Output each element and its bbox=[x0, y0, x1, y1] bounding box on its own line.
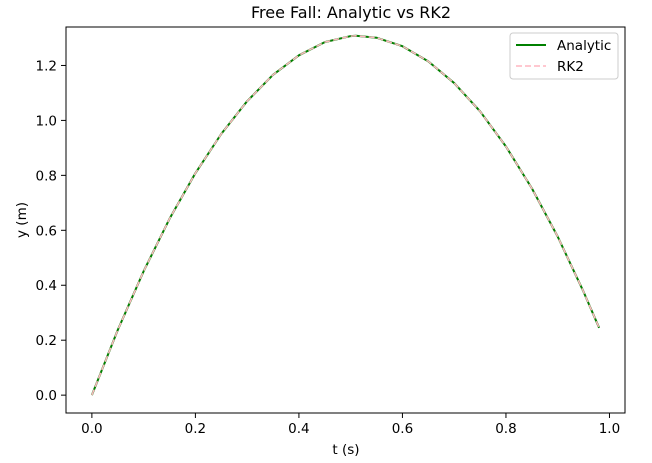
y-tick-label: 0.0 bbox=[36, 388, 57, 404]
axis-ticks: 0.0 0.2 0.4 0.6 0.8 1.0 0.0 0.2 0.4 0.6 0.8 1.0 1.2 bbox=[36, 58, 621, 437]
chart-title: Free Fall: Analytic vs RK2 bbox=[251, 3, 451, 22]
x-tick-label: 0.6 bbox=[392, 421, 413, 437]
y-tick-label: 1.2 bbox=[36, 58, 57, 74]
legend-label-rk2: RK2 bbox=[557, 59, 584, 75]
x-tick-label: 0.4 bbox=[288, 421, 309, 437]
y-tick-label: 0.8 bbox=[36, 168, 57, 184]
series-line-rk2 bbox=[91, 35, 600, 396]
legend: Analytic RK2 bbox=[509, 32, 619, 80]
x-tick-label: 0.2 bbox=[185, 421, 206, 437]
y-tick-label: 0.6 bbox=[36, 223, 57, 239]
plot-area bbox=[90, 34, 601, 396]
y-tick-label: 0.2 bbox=[36, 333, 57, 349]
x-tick-label: 1.0 bbox=[599, 421, 620, 437]
x-tick-label: 0.8 bbox=[495, 421, 516, 437]
y-tick-label: 1.0 bbox=[36, 113, 57, 129]
legend-label-analytic: Analytic bbox=[557, 38, 611, 54]
axes-frame bbox=[65, 26, 626, 414]
y-axis-label: y (m) bbox=[14, 202, 30, 238]
x-axis-label: t (s) bbox=[332, 442, 359, 458]
x-tick-label: 0.0 bbox=[81, 421, 102, 437]
y-tick-label: 0.4 bbox=[36, 278, 57, 294]
